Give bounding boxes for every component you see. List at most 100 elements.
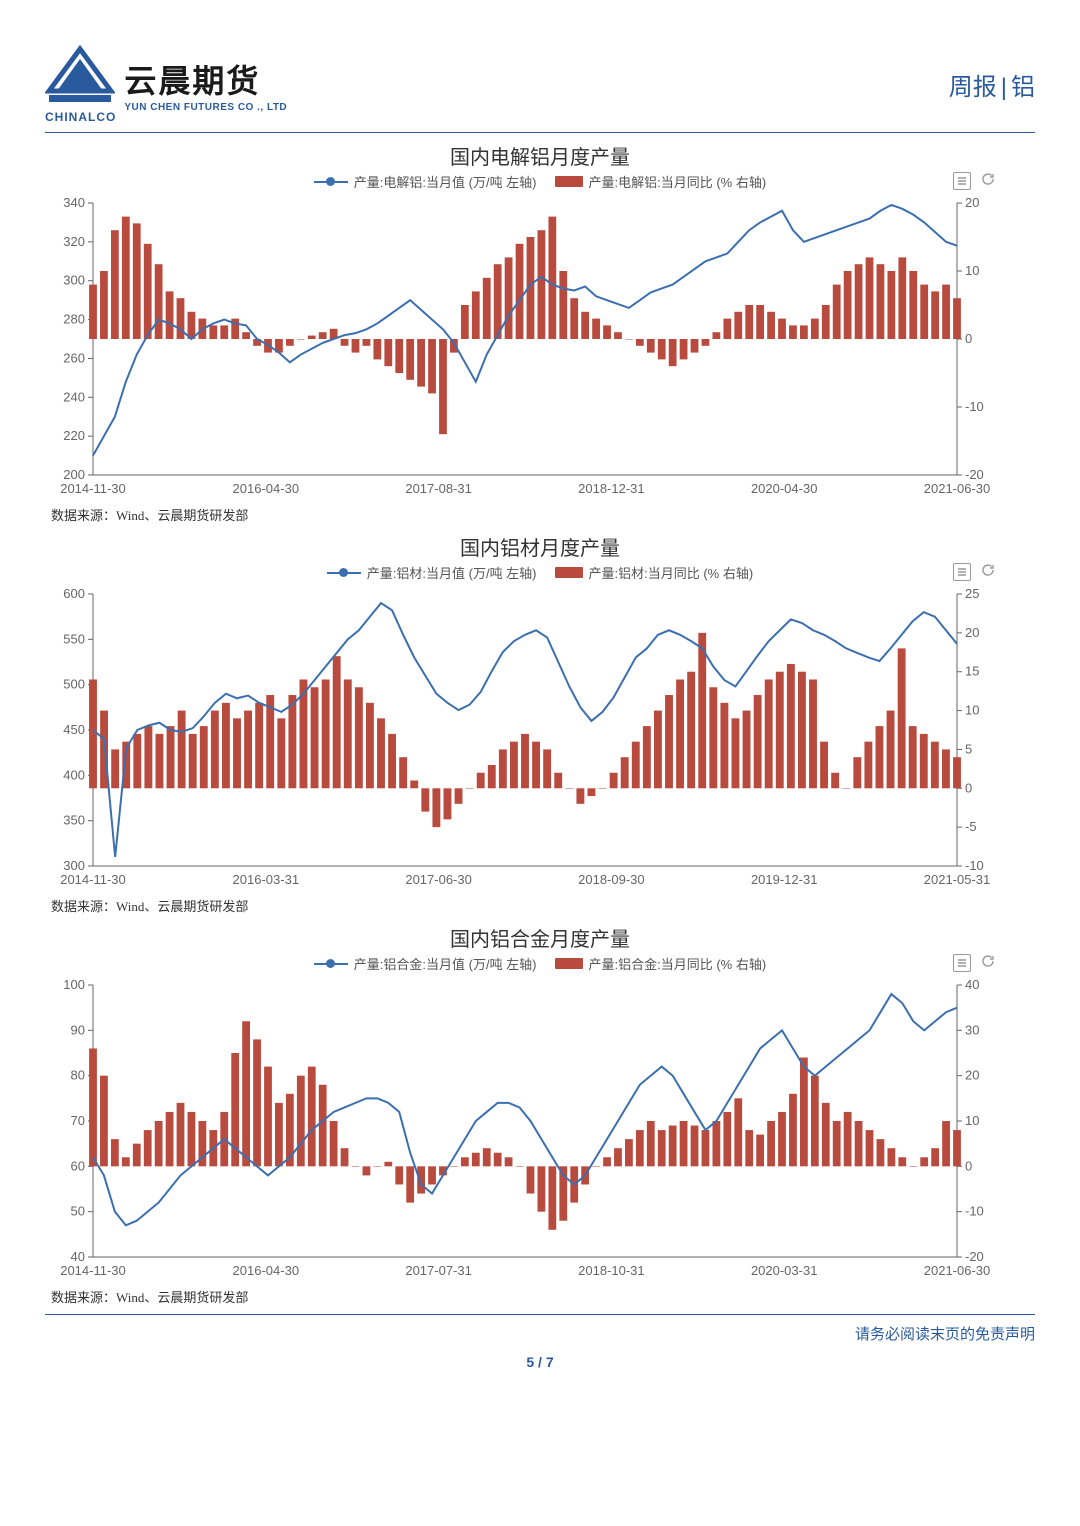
svg-text:0: 0 [965,1158,972,1173]
legend-line-marker [314,963,348,965]
svg-text:5: 5 [965,741,972,756]
svg-text:2016-04-30: 2016-04-30 [233,1263,300,1278]
svg-text:15: 15 [965,664,979,679]
legend-bar-label: 产量:电解铝:当月同比 (% 右轴) [589,172,767,191]
legend-line-item: 产量:铝合金:当月值 (万/吨 左轴) [314,954,537,973]
legend-line-marker [314,181,348,183]
list-icon[interactable] [953,563,971,581]
svg-text:2017-06-30: 2017-06-30 [405,872,472,887]
svg-text:10: 10 [965,1113,979,1128]
report-prefix: 周报 [949,74,997,101]
legend-bar-marker [555,176,583,187]
logo-block: CHINALCO 云晨期货 YUN CHEN FUTURES CO ., LTD [45,45,287,124]
svg-text:2018-12-31: 2018-12-31 [578,481,645,496]
logo-en: YUN CHEN FUTURES CO ., LTD [124,102,287,113]
svg-text:2018-10-31: 2018-10-31 [578,1263,645,1278]
svg-text:300: 300 [63,858,85,873]
svg-text:-20: -20 [965,1249,984,1264]
svg-text:280: 280 [63,312,85,327]
svg-text:100: 100 [63,977,85,992]
svg-text:320: 320 [63,234,85,249]
svg-text:20: 20 [965,625,979,640]
legend-tool-icons [953,563,995,582]
footer-rule [45,1314,1035,1315]
svg-text:2016-04-30: 2016-04-30 [233,481,300,496]
svg-text:2021-06-30: 2021-06-30 [924,481,991,496]
svg-text:60: 60 [71,1158,85,1173]
svg-text:20: 20 [965,195,979,210]
chart-canvas: 200 220 240 260 280 300 320 340 -20 -10 0 10 20 2014-… [45,195,1005,505]
refresh-icon[interactable] [981,954,995,973]
list-icon[interactable] [953,954,971,972]
svg-text:350: 350 [63,813,85,828]
svg-text:550: 550 [63,631,85,646]
svg-text:70: 70 [71,1113,85,1128]
svg-text:10: 10 [965,703,979,718]
svg-text:340: 340 [63,195,85,210]
svg-text:-10: -10 [965,1204,984,1219]
svg-text:0: 0 [965,331,972,346]
data-source: 数据来源：Wind、云晨期货研发部 [51,896,1035,915]
sep: | [1001,74,1007,101]
refresh-icon[interactable] [981,172,995,191]
svg-text:240: 240 [63,389,85,404]
data-source: 数据来源：Wind、云晨期货研发部 [51,1287,1035,1306]
refresh-icon[interactable] [981,563,995,582]
svg-text:220: 220 [63,428,85,443]
svg-text:260: 260 [63,350,85,365]
logo-text: 云晨期货 YUN CHEN FUTURES CO ., LTD [124,56,287,113]
chart-legend: 产量:铝合金:当月值 (万/吨 左轴) 产量:铝合金:当月同比 (% 右轴) [45,954,1035,973]
report-subject: 铝 [1011,74,1035,101]
svg-text:2014-11-30: 2014-11-30 [60,481,126,496]
svg-text:2014-11-30: 2014-11-30 [60,872,126,887]
svg-text:2020-04-30: 2020-04-30 [751,481,818,496]
svg-text:2016-03-31: 2016-03-31 [233,872,300,887]
svg-text:25: 25 [965,586,979,601]
list-icon[interactable] [953,172,971,190]
svg-text:50: 50 [71,1204,85,1219]
svg-text:300: 300 [63,273,85,288]
chart-block: 国内铝合金月度产量产量:铝合金:当月值 (万/吨 左轴) 产量:铝合金:当月同比 … [45,923,1035,1306]
legend-line-label: 产量:电解铝:当月值 (万/吨 左轴) [354,172,537,191]
svg-text:2021-06-30: 2021-06-30 [924,1263,991,1278]
svg-text:-10: -10 [965,399,984,414]
svg-text:2014-11-30: 2014-11-30 [60,1263,126,1278]
report-type: 周报|铝 [949,67,1035,102]
legend-bar-item: 产量:电解铝:当月同比 (% 右轴) [555,172,767,191]
svg-text:-20: -20 [965,467,984,482]
chart-title: 国内铝合金月度产量 [45,923,1035,952]
chart-title: 国内电解铝月度产量 [45,141,1035,170]
legend-bar-item: 产量:铝合金:当月同比 (% 右轴) [555,954,767,973]
svg-text:-10: -10 [965,858,984,873]
svg-text:-5: -5 [965,819,977,834]
charts-container: 国内电解铝月度产量产量:电解铝:当月值 (万/吨 左轴) 产量:电解铝:当月同比 … [45,141,1035,1306]
chart-block: 国内铝材月度产量产量:铝材:当月值 (万/吨 左轴) 产量:铝材:当月同比 (% … [45,532,1035,915]
page-number: 5 / 7 [45,1354,1035,1370]
svg-text:2017-07-31: 2017-07-31 [405,1263,472,1278]
chart-block: 国内电解铝月度产量产量:电解铝:当月值 (万/吨 左轴) 产量:电解铝:当月同比 … [45,141,1035,524]
svg-text:200: 200 [63,467,85,482]
legend-bar-marker [555,958,583,969]
svg-text:400: 400 [63,767,85,782]
svg-text:10: 10 [965,263,979,278]
logo-mark: CHINALCO [45,45,116,124]
legend-line-label: 产量:铝材:当月值 (万/吨 左轴) [367,563,537,582]
chart-canvas: 405060708090100-20-100102030402014-11-30… [45,977,1005,1287]
svg-text:30: 30 [965,1022,979,1037]
legend-bar-label: 产量:铝材:当月同比 (% 右轴) [589,563,754,582]
svg-text:20: 20 [965,1068,979,1083]
legend-bar-item: 产量:铝材:当月同比 (% 右轴) [555,563,754,582]
svg-text:2017-08-31: 2017-08-31 [405,481,472,496]
svg-text:600: 600 [63,586,85,601]
legend-line-item: 产量:铝材:当月值 (万/吨 左轴) [327,563,537,582]
legend-line-label: 产量:铝合金:当月值 (万/吨 左轴) [354,954,537,973]
svg-text:40: 40 [71,1249,85,1264]
svg-text:0: 0 [965,780,972,795]
legend-bar-label: 产量:铝合金:当月同比 (% 右轴) [589,954,767,973]
svg-text:80: 80 [71,1068,85,1083]
svg-text:40: 40 [965,977,979,992]
data-source: 数据来源：Wind、云晨期货研发部 [51,505,1035,524]
disclaimer-text: 请务必阅读末页的免责声明 [45,1323,1035,1344]
chart-title: 国内铝材月度产量 [45,532,1035,561]
chinalco-text: CHINALCO [45,110,116,124]
